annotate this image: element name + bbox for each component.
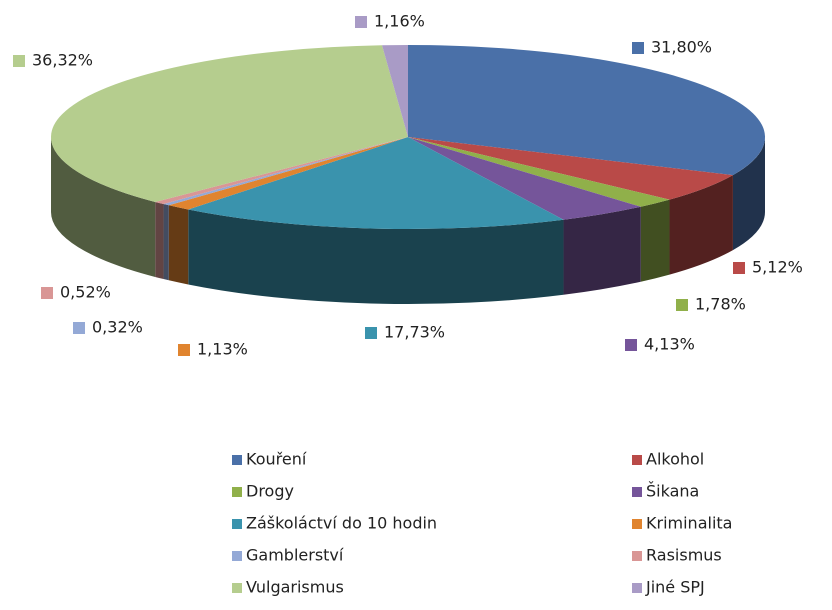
slice	[50, 45, 408, 202]
slice	[155, 137, 408, 205]
slice	[382, 45, 408, 137]
label-swatch	[365, 327, 377, 339]
label-swatch	[13, 55, 25, 67]
legend-label: Šikana	[646, 482, 699, 501]
slice	[408, 137, 733, 200]
legend-label: Jiné SPJ	[645, 578, 705, 597]
slice-side	[732, 137, 765, 251]
legend-swatch	[232, 455, 242, 465]
legend-label: Alkohol	[646, 450, 704, 469]
data-label: 5,12%	[752, 258, 803, 277]
legend-label: Kouření	[246, 450, 307, 469]
slice-side	[188, 209, 564, 304]
label-swatch	[41, 287, 53, 299]
data-label: 1,78%	[695, 295, 746, 314]
data-label: 31,80%	[651, 38, 712, 57]
data-label: 0,32%	[92, 318, 143, 337]
slice-side	[163, 204, 169, 281]
data-label: 1,16%	[374, 12, 425, 31]
data-label: 0,52%	[60, 283, 111, 302]
label-swatch	[73, 322, 85, 334]
label-swatch	[178, 344, 190, 356]
data-label: 1,13%	[197, 340, 248, 359]
label-swatch	[632, 42, 644, 54]
slice-side	[669, 175, 733, 275]
slice-side	[640, 199, 670, 282]
slice	[408, 137, 641, 220]
legend-label: Drogy	[246, 482, 294, 501]
label-swatch	[733, 262, 745, 274]
slice	[408, 137, 670, 207]
legend-swatch	[632, 487, 642, 497]
legend-label: Rasismus	[646, 546, 722, 565]
legend-label: Kriminalita	[646, 514, 732, 533]
legend-swatch	[232, 551, 242, 561]
slice-side	[51, 137, 156, 277]
slice-side	[168, 205, 189, 285]
legend-swatch	[632, 583, 642, 593]
label-swatch	[355, 16, 367, 28]
legend-swatch	[232, 487, 242, 497]
legend-swatch	[632, 551, 642, 561]
slice-side	[563, 206, 641, 295]
legend-swatch	[232, 583, 242, 593]
legend-swatch	[632, 455, 642, 465]
legend-label: Vulgarismus	[246, 578, 344, 597]
data-label: 17,73%	[384, 323, 445, 342]
slice	[163, 137, 408, 206]
slice	[188, 137, 564, 229]
slice-side	[155, 201, 164, 280]
slice	[168, 137, 408, 210]
legend-swatch	[632, 519, 642, 529]
slice	[408, 45, 765, 176]
label-swatch	[625, 339, 637, 351]
label-swatch	[676, 299, 688, 311]
data-label: 36,32%	[32, 51, 93, 70]
data-label: 4,13%	[644, 335, 695, 354]
legend-swatch	[232, 519, 242, 529]
legend-label: Gamblerství	[246, 546, 344, 565]
legend-label: Záškoláctví do 10 hodin	[246, 514, 437, 533]
